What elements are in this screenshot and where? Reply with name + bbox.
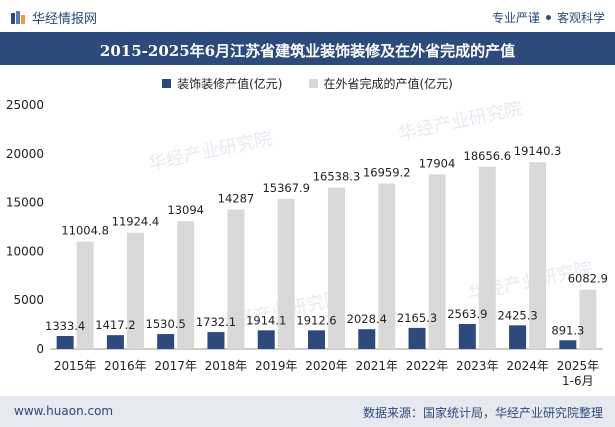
data-label-series2: 14287 <box>218 192 255 206</box>
data-label-series1: 1732.1 <box>196 315 236 329</box>
chart-legend: 装饰装修产值(亿元) 在外省完成的产值(亿元) <box>0 75 615 92</box>
y-tick-label: 15000 <box>6 196 44 210</box>
legend-item-series1: 装饰装修产值(亿元) <box>162 75 283 92</box>
bar-series2 <box>378 183 396 349</box>
title-bar: 2015-2025年6月江苏省建筑业装饰装修及在外省完成的产值 <box>0 32 615 65</box>
bar-series1 <box>56 335 74 349</box>
data-label-series1: 2563.9 <box>447 307 487 321</box>
x-tick-label: 2025年 <box>557 359 600 373</box>
brand-name: 华经情报网 <box>32 12 98 27</box>
data-label-series1: 1333.4 <box>45 319 85 333</box>
bar-series2 <box>579 289 597 349</box>
y-tick-label: 0 <box>36 342 44 356</box>
bar-series2 <box>76 241 94 349</box>
bar-chart: 华经产业研究院华经产业研究院华经产业研究院华经产业研究院050001000015… <box>6 98 608 388</box>
bar-series1 <box>106 335 124 349</box>
y-tick-label: 5000 <box>13 293 44 307</box>
legend-swatch-series1 <box>162 79 172 88</box>
legend-item-series2: 在外省完成的产值(亿元) <box>308 75 453 92</box>
x-tick-label: 2024年 <box>506 359 549 373</box>
legend-label-series1: 装饰装修产值(亿元) <box>177 77 283 91</box>
data-label-series2: 15367.9 <box>262 181 310 195</box>
x-tick-label: 2018年 <box>205 359 248 373</box>
y-tick-label: 25000 <box>6 98 44 112</box>
top-bar: 华经情报网 专业严谨 客观科学 <box>0 0 615 32</box>
bar-series1 <box>358 329 376 349</box>
bar-series2 <box>529 162 547 349</box>
data-label-series1: 1530.5 <box>146 317 186 331</box>
x-tick-label: 1-6月 <box>562 374 594 388</box>
x-tick-label: 2017年 <box>154 359 197 373</box>
data-label-series2: 13094 <box>167 203 204 217</box>
bar-series2 <box>428 174 446 349</box>
tag-left: 专业严谨 <box>491 11 540 25</box>
footer-bar: www.huaon.com 数据来源：国家统计局，华经产业研究院整理 <box>0 396 615 427</box>
data-label-series1: 1417.2 <box>95 318 135 332</box>
legend-swatch-series2 <box>308 79 318 88</box>
bar-series1 <box>559 340 577 349</box>
bar-series1 <box>157 334 175 349</box>
watermark-text: 华经产业研究院 <box>147 128 275 175</box>
data-label-series2: 19140.3 <box>514 144 562 158</box>
bar-series2 <box>177 221 195 349</box>
data-label-series2: 11924.4 <box>112 215 160 229</box>
bar-series1 <box>458 323 476 349</box>
x-tick-label: 2023年 <box>456 359 499 373</box>
tag-separator-dot <box>545 15 551 20</box>
data-label-series2: 11004.8 <box>61 224 109 238</box>
x-tick-label: 2015年 <box>54 359 97 373</box>
bar-series2 <box>277 199 295 349</box>
y-tick-label: 10000 <box>6 244 44 258</box>
data-label-series1: 891.3 <box>551 323 584 337</box>
data-label-series1: 2028.4 <box>347 312 387 326</box>
data-label-series2: 16538.3 <box>313 170 361 184</box>
x-tick-label: 2022年 <box>406 359 449 373</box>
bar-series2 <box>227 209 245 349</box>
x-tick-label: 2016年 <box>104 359 147 373</box>
bar-series2 <box>328 187 345 349</box>
bar-series2 <box>126 232 144 349</box>
brand: 华经情报网 <box>10 8 97 27</box>
data-label-series1: 2165.3 <box>397 311 437 325</box>
bar-series1 <box>408 327 426 349</box>
data-label-series2: 18656.6 <box>464 149 512 163</box>
x-tick-label: 2019年 <box>255 359 298 373</box>
bar-series1 <box>308 330 325 349</box>
bar-series2 <box>478 166 496 349</box>
data-label-series2: 6082.9 <box>568 272 608 286</box>
data-label-series2: 16959.2 <box>363 165 411 179</box>
data-label-series1: 2425.3 <box>497 308 537 322</box>
data-label-series1: 1912.6 <box>296 313 336 327</box>
y-tick-label: 20000 <box>6 147 44 161</box>
bar-series1 <box>509 325 527 349</box>
footer-website[interactable]: www.huaon.com <box>14 404 114 418</box>
brand-logo-icon <box>11 10 25 24</box>
tagline: 专业严谨 客观科学 <box>492 9 605 26</box>
tag-right: 客观科学 <box>556 11 605 25</box>
x-tick-label: 2021年 <box>355 359 398 373</box>
data-label-series2: 17904 <box>419 156 456 170</box>
footer-source: 数据来源：国家统计局，华经产业研究院整理 <box>362 406 603 420</box>
bar-series1 <box>257 330 275 349</box>
data-label-series1: 1914.1 <box>246 313 286 327</box>
bar-series1 <box>207 332 225 349</box>
legend-label-series2: 在外省完成的产值(亿元) <box>323 77 453 91</box>
watermark-text: 华经产业研究院 <box>397 98 525 145</box>
chart-title: 2015-2025年6月江苏省建筑业装饰装修及在外省完成的产值 <box>99 42 516 60</box>
x-tick-label: 2020年 <box>305 359 348 373</box>
